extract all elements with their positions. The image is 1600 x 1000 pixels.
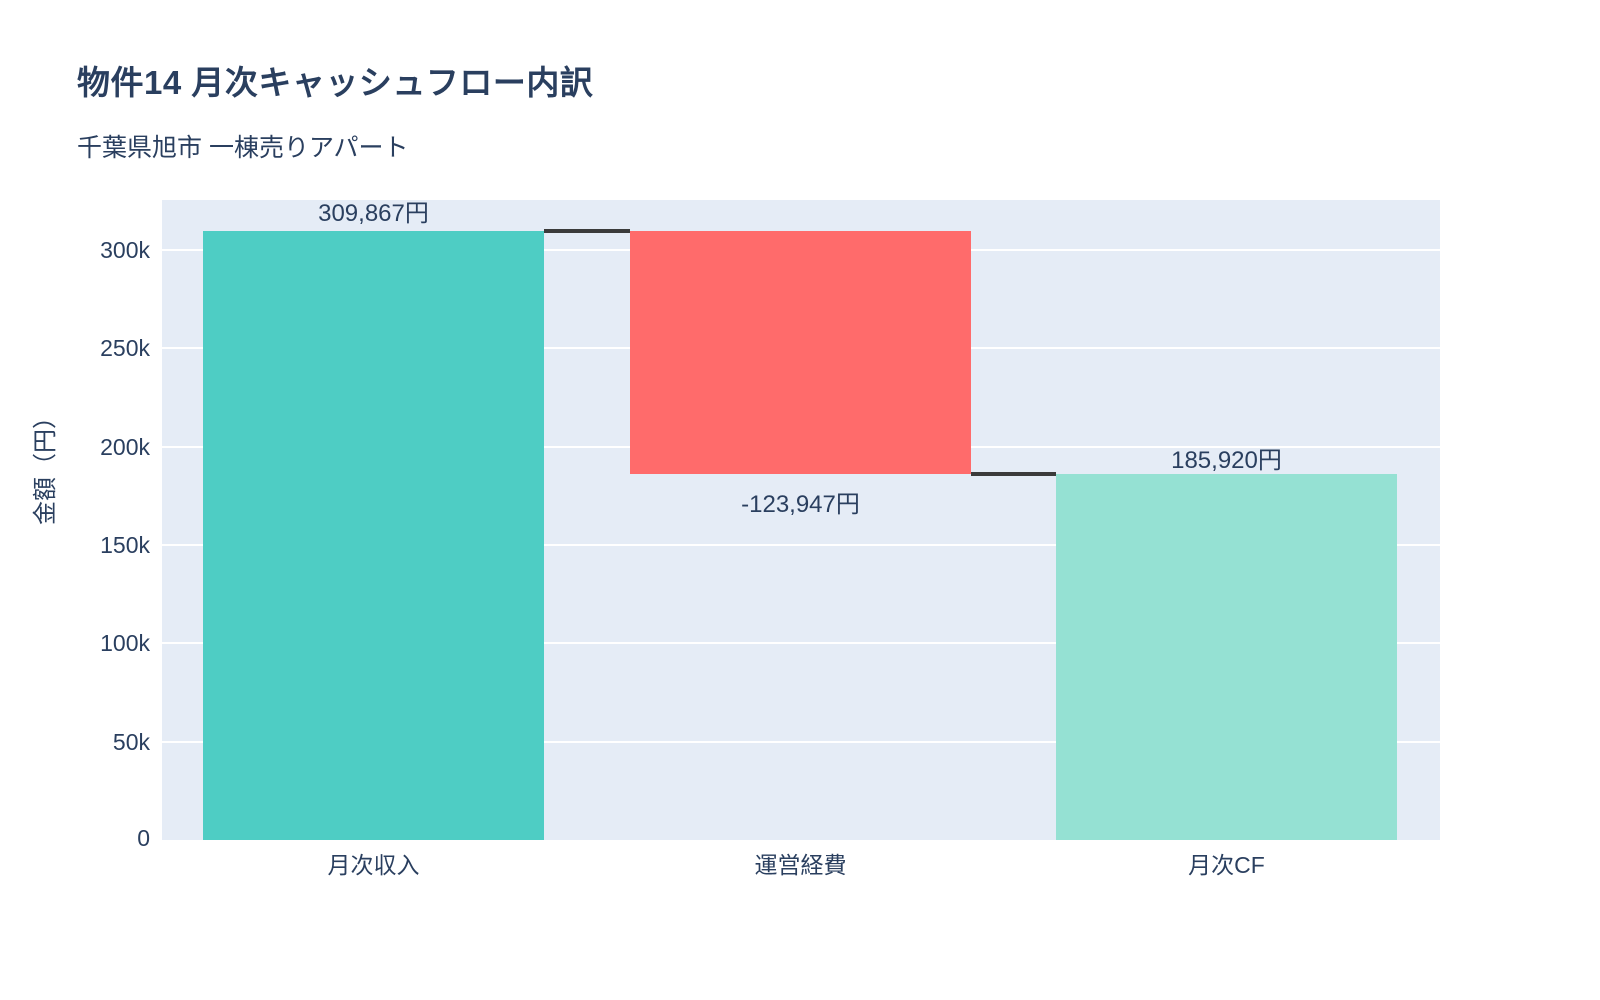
- bar-operating-expenses[interactable]: [630, 231, 971, 474]
- ytick-250k: 250k: [100, 335, 150, 361]
- bar-label-operating-expenses: -123,947円: [741, 491, 860, 518]
- ytick-50k: 50k: [112, 729, 150, 755]
- bar-monthly-cf[interactable]: [1056, 474, 1397, 840]
- ytick-0: 0: [137, 825, 150, 851]
- bar-label-monthly-cf: 185,920円: [1171, 447, 1282, 474]
- ytick-100k: 100k: [100, 630, 150, 656]
- xtick-monthly-cf: 月次CF: [1188, 852, 1265, 878]
- connector-income-to-expenses: [544, 229, 630, 233]
- ytick-300k: 300k: [100, 237, 150, 263]
- chart-title: 物件14 月次キャッシュフロー内訳: [77, 64, 594, 101]
- ytick-200k: 200k: [100, 434, 150, 460]
- gridline-150k: [162, 544, 1440, 546]
- connector-expenses-to-cf: [971, 472, 1056, 476]
- gridline-100k: [162, 642, 1440, 644]
- ytick-150k: 150k: [100, 532, 150, 558]
- bar-label-monthly-income: 309,867円: [318, 200, 429, 227]
- plot-area: 309,867円 -123,947円 185,920円 300k 250k 20…: [32, 200, 1440, 878]
- y-axis-title: 金額（円）: [32, 405, 59, 525]
- bar-monthly-income[interactable]: [203, 231, 544, 840]
- xtick-monthly-income: 月次収入: [327, 852, 420, 878]
- chart-subtitle: 千葉県旭市 一棟売りアパート: [77, 134, 409, 162]
- xtick-operating-expenses: 運営経費: [754, 852, 847, 878]
- gridline-50k: [162, 741, 1440, 743]
